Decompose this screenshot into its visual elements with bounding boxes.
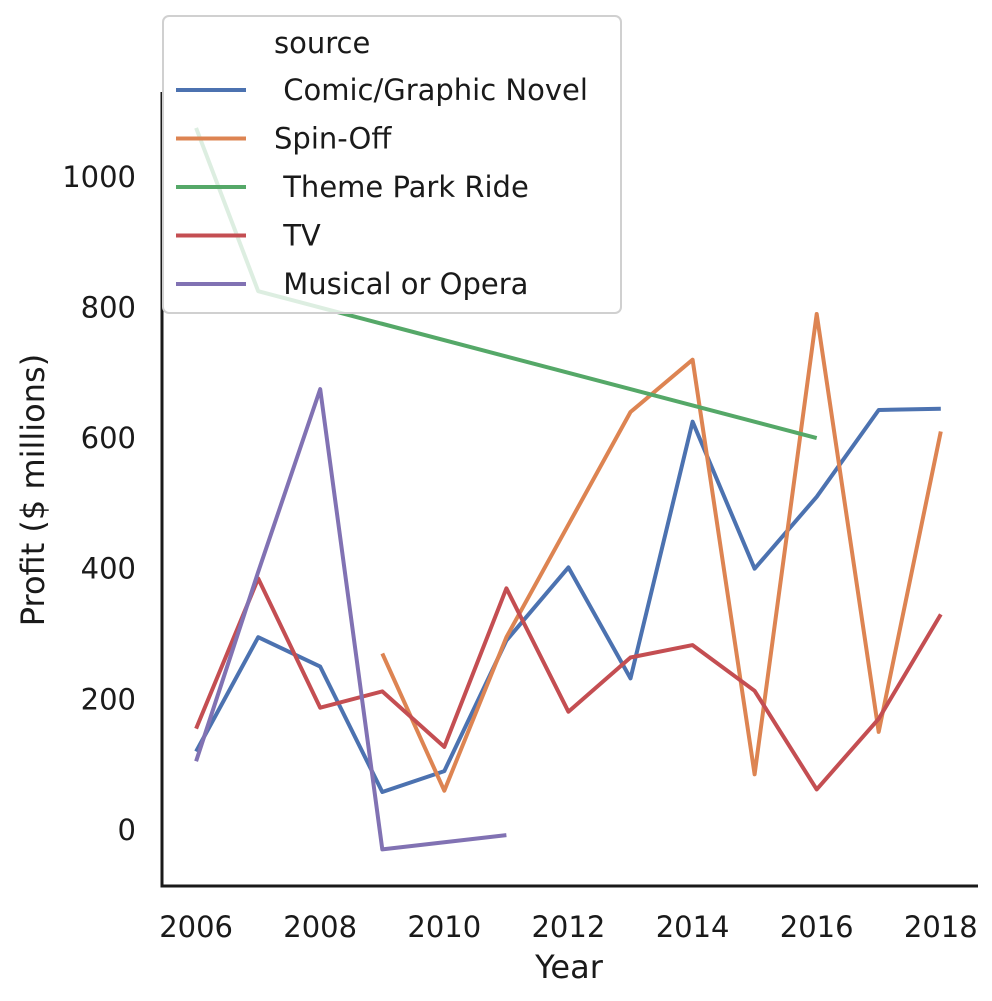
- y-tick-label: 400: [81, 552, 136, 586]
- legend-label: TV: [274, 219, 321, 253]
- series-line-4: [194, 576, 943, 792]
- legend-label: Spin-Off: [274, 122, 392, 156]
- legend-label: Musical or Opera: [274, 267, 528, 301]
- y-tick-label: 0: [118, 813, 136, 847]
- x-tick-label: 2018: [904, 910, 978, 944]
- legend-frame: [162, 15, 622, 314]
- legend-label: Comic/Graphic Novel: [274, 73, 588, 107]
- x-tick-labels: 2006 2008 2010 2012 2014 2016 2018: [159, 910, 978, 944]
- legend-entry: Musical or Opera: [176, 267, 528, 301]
- x-tick-label: 2008: [283, 910, 357, 944]
- x-tick-label: 2012: [531, 910, 605, 944]
- legend-entry: Theme Park Ride: [176, 170, 529, 204]
- y-tick-label: 600: [81, 421, 136, 455]
- legend-entry: TV: [176, 219, 321, 253]
- legend-entry: Comic/Graphic Novel: [176, 73, 588, 107]
- y-tick-labels: 0 200 400 600 800 1000: [62, 160, 136, 847]
- x-axis-title: Year: [534, 948, 604, 986]
- x-tick-label: 2014: [656, 910, 730, 944]
- y-axis-title: Profit ($ millions): [14, 354, 52, 626]
- y-tick-label: 1000: [62, 160, 136, 194]
- x-tick-label: 2016: [780, 910, 854, 944]
- legend-entries: Comic/Graphic Novel Spin-Off Theme Park R…: [176, 73, 588, 301]
- series-line-1: [194, 406, 941, 794]
- legend-title: source: [274, 26, 370, 60]
- x-tick-label: 2010: [407, 910, 481, 944]
- legend-label: Theme Park Ride: [274, 170, 529, 204]
- x-tick-label: 2006: [159, 910, 233, 944]
- series-line-2: [380, 312, 943, 793]
- legend: source Comic/Graphic Novel Spin-Off Theme…: [162, 15, 622, 314]
- y-tick-label: 800: [81, 291, 136, 325]
- legend-entry: Spin-Off: [176, 122, 392, 156]
- y-tick-label: 200: [81, 682, 136, 716]
- series-line-5: [194, 387, 507, 852]
